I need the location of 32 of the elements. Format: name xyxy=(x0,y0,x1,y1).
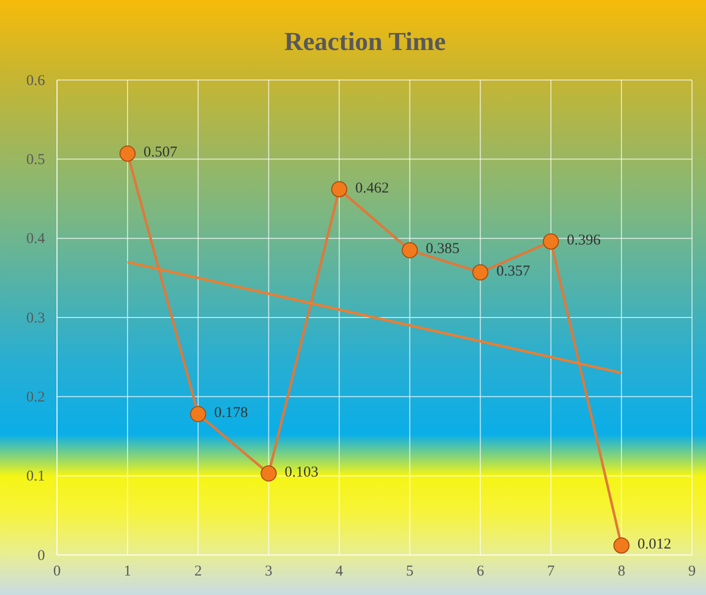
y-tick-label: 0.1 xyxy=(26,468,45,485)
data-label: 0.385 xyxy=(426,241,460,258)
point xyxy=(260,465,277,482)
x-tick-label: 6 xyxy=(476,564,485,580)
point xyxy=(613,537,630,554)
y-tick-label: 0.6 xyxy=(26,72,46,89)
y-tick-label: 0.2 xyxy=(26,389,45,406)
chart-title: Reaction Time xyxy=(284,27,446,56)
data-label: 0.012 xyxy=(637,536,672,552)
data-label: 0.357 xyxy=(496,263,531,280)
y-tick-label: 0 xyxy=(38,548,45,564)
data-label: 0.507 xyxy=(144,144,178,161)
point xyxy=(331,181,348,198)
y-tick-label: 0.5 xyxy=(26,152,45,168)
x-tick-label: 8 xyxy=(618,564,626,580)
x-tick-label: 4 xyxy=(335,564,344,580)
point xyxy=(472,264,488,280)
point xyxy=(190,406,206,422)
point xyxy=(119,146,136,162)
y-tick-label: 0.4 xyxy=(26,231,46,248)
point xyxy=(542,233,559,250)
data-label: 0.178 xyxy=(214,405,248,422)
point xyxy=(402,242,418,258)
data-label: 0.462 xyxy=(355,180,389,196)
x-tick-label: 1 xyxy=(124,564,132,580)
x-tick-label: 5 xyxy=(406,564,414,580)
y-tick-label: 0.3 xyxy=(26,310,45,326)
x-tick-label: 9 xyxy=(688,564,696,580)
x-tick-label: 3 xyxy=(264,564,272,580)
x-tick-label: 7 xyxy=(547,564,556,580)
x-tick-label: 2 xyxy=(194,564,202,580)
x-tick-label: 0 xyxy=(53,564,61,580)
